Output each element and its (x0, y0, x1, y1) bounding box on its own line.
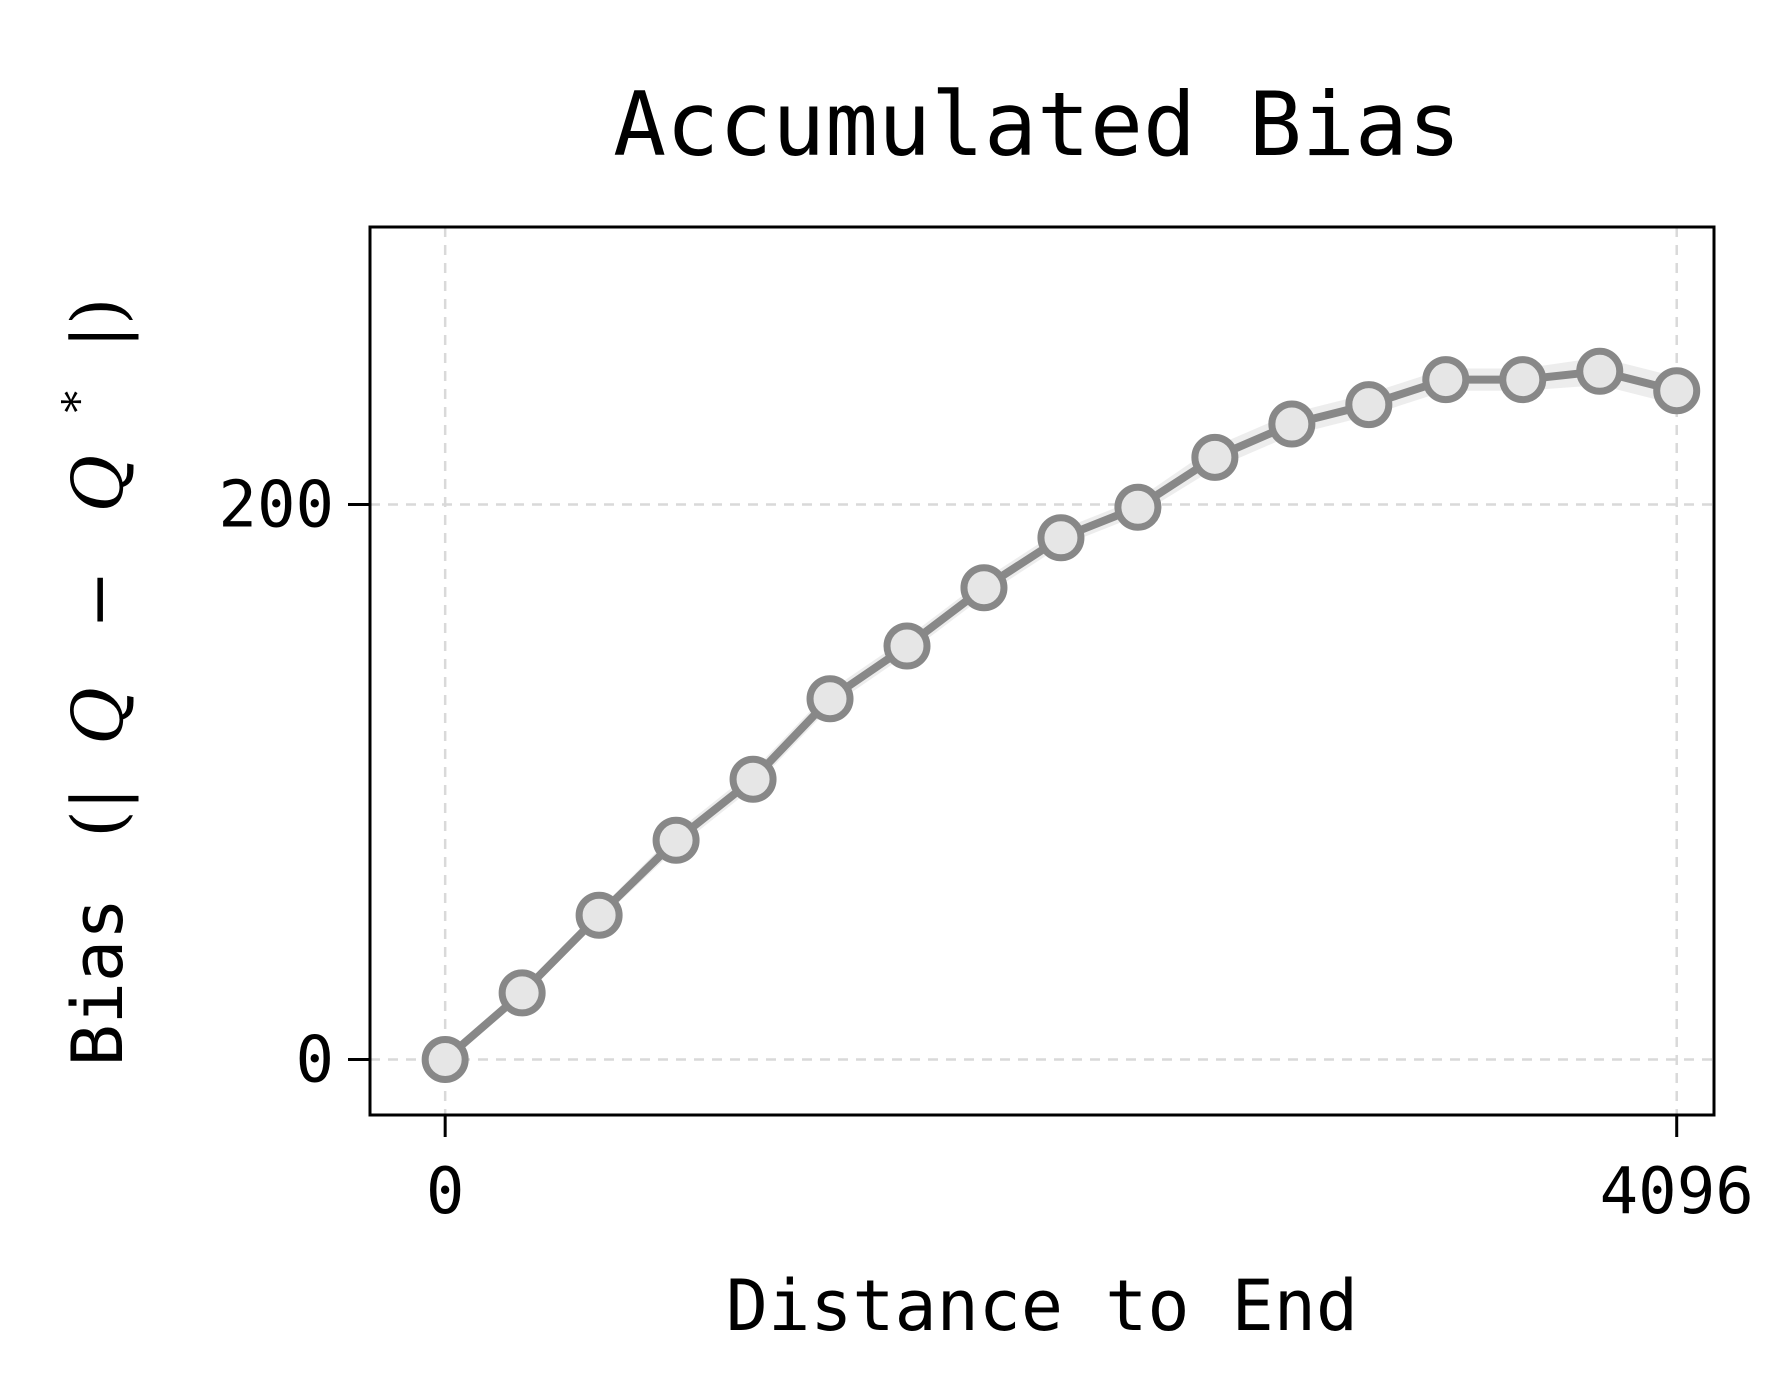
series-0-point-4 (729, 755, 777, 803)
y-axis-ticks: 0 200 (218, 469, 370, 1098)
series-0-point-11 (1268, 400, 1316, 448)
chart-title: Accumulated Bias (613, 73, 1461, 176)
x-tick-label-0: 0 (426, 1155, 465, 1229)
series-0-point-2 (575, 891, 623, 939)
series-0-point-16 (1653, 367, 1701, 415)
plot-frame (368, 225, 1716, 1117)
y-axis-label-q: Q (57, 687, 139, 744)
series-0-point-13 (1422, 356, 1470, 404)
marker-layer (421, 347, 1701, 1083)
x-tick-label-1: 4096 (1600, 1155, 1754, 1229)
y-axis-label-close: |) (57, 298, 139, 349)
series-0-point-3 (652, 816, 700, 864)
series-0-point-0 (421, 1036, 469, 1083)
series-0-point-9 (1114, 483, 1162, 531)
series-0-point-1 (498, 969, 546, 1017)
x-axis-label: Distance to End (726, 1265, 1358, 1347)
y-tick-label-0: 0 (295, 1024, 334, 1098)
y-axis-label-minus: − (57, 570, 139, 629)
series-0-point-5 (806, 675, 854, 723)
y-tick-label-1: 200 (218, 469, 334, 543)
series-0-point-15 (1576, 347, 1624, 395)
y-axis-label-q-star: Q (57, 455, 139, 512)
series-0-point-8 (1037, 514, 1085, 562)
y-axis-label-open: (| (57, 787, 139, 838)
y-axis-label: Bias (| Q − Q * |) (29, 298, 139, 1067)
series-0-point-6 (883, 622, 931, 670)
y-axis-label-prefix: Bias (57, 898, 139, 1067)
series-0-point-10 (1191, 433, 1239, 481)
series-0-point-7 (960, 564, 1008, 612)
series-0-point-14 (1499, 356, 1547, 404)
series-0-point-12 (1345, 381, 1393, 429)
x-axis-ticks: 0 4096 (426, 1115, 1754, 1229)
y-axis-label-star: * (54, 391, 105, 413)
